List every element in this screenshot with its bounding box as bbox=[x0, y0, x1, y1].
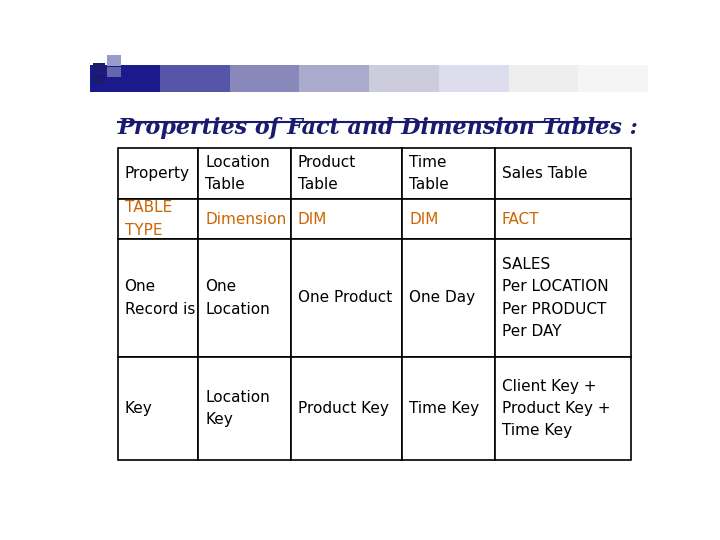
Bar bbox=[107, 67, 121, 77]
Bar bbox=[90, 65, 160, 92]
Bar bbox=[495, 199, 631, 239]
Text: Time
Table: Time Table bbox=[409, 155, 449, 192]
Bar bbox=[118, 148, 198, 199]
Bar bbox=[402, 357, 495, 460]
Bar bbox=[160, 65, 230, 92]
Bar bbox=[402, 199, 495, 239]
Text: Sales Table: Sales Table bbox=[502, 166, 588, 181]
Bar bbox=[508, 65, 578, 92]
Bar bbox=[118, 357, 198, 460]
Bar bbox=[369, 65, 438, 92]
Bar bbox=[495, 357, 631, 460]
Text: FACT: FACT bbox=[502, 212, 539, 226]
Bar bbox=[300, 65, 369, 92]
Text: Properties of Fact and Dimension Tables :: Properties of Fact and Dimension Tables … bbox=[118, 117, 639, 139]
Text: Client Key +
Product Key +
Time Key: Client Key + Product Key + Time Key bbox=[502, 379, 611, 438]
Bar bbox=[402, 148, 495, 199]
Text: Location
Key: Location Key bbox=[205, 390, 270, 427]
Bar bbox=[495, 239, 631, 357]
Text: One Product: One Product bbox=[298, 291, 392, 306]
Bar bbox=[93, 63, 105, 72]
Bar bbox=[118, 239, 198, 357]
Text: SALES
Per LOCATION
Per PRODUCT
Per DAY: SALES Per LOCATION Per PRODUCT Per DAY bbox=[502, 257, 608, 339]
Text: One Day: One Day bbox=[409, 291, 475, 306]
Text: DIM: DIM bbox=[409, 212, 438, 226]
Bar bbox=[93, 73, 105, 83]
Text: Location
Table: Location Table bbox=[205, 155, 270, 192]
Text: Dimension: Dimension bbox=[205, 212, 287, 226]
Text: One
Record is: One Record is bbox=[125, 279, 195, 316]
Text: Property: Property bbox=[125, 166, 189, 181]
Text: Product
Table: Product Table bbox=[298, 155, 356, 192]
Bar bbox=[402, 239, 495, 357]
Text: Time Key: Time Key bbox=[409, 401, 480, 416]
Bar bbox=[291, 357, 402, 460]
Bar bbox=[118, 199, 198, 239]
Bar bbox=[578, 65, 648, 92]
Bar bbox=[198, 148, 291, 199]
Text: TABLE
TYPE: TABLE TYPE bbox=[125, 200, 172, 238]
Text: One
Location: One Location bbox=[205, 279, 270, 316]
Bar bbox=[291, 239, 402, 357]
Bar bbox=[198, 199, 291, 239]
Text: DIM: DIM bbox=[298, 212, 327, 226]
Bar bbox=[438, 65, 508, 92]
Text: Key: Key bbox=[125, 401, 153, 416]
Bar bbox=[230, 65, 300, 92]
Bar bbox=[198, 239, 291, 357]
Bar bbox=[495, 148, 631, 199]
Bar bbox=[198, 357, 291, 460]
Bar bbox=[107, 55, 121, 66]
Bar bbox=[291, 199, 402, 239]
Bar bbox=[291, 148, 402, 199]
Text: Product Key: Product Key bbox=[298, 401, 389, 416]
